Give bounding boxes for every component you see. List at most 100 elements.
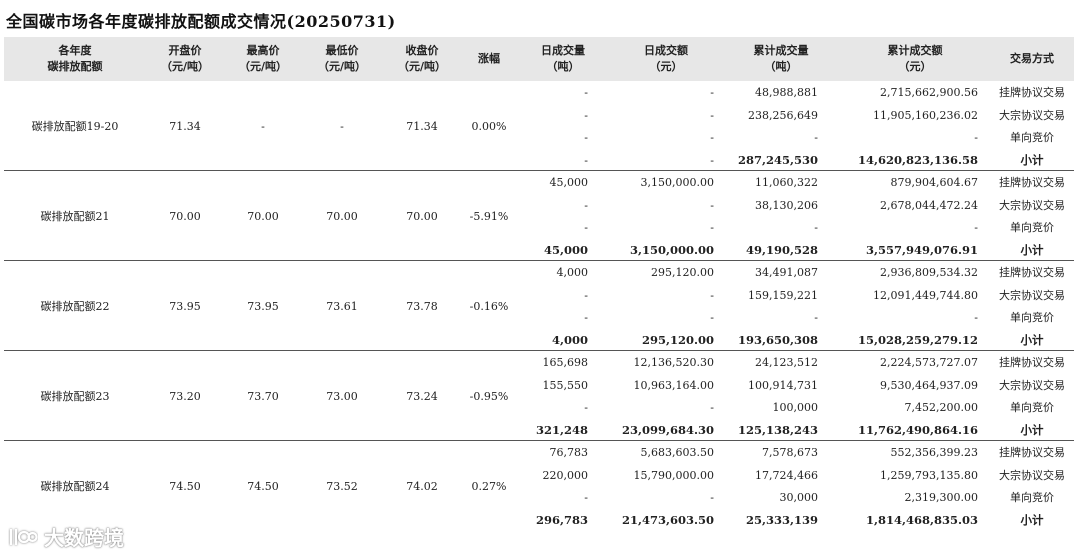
table-header: 各年度 碳排放配额 开盘价 （元/吨） 最高价 （元/吨） 最低价 （元/吨） 收盘价 （元/吨）…: [4, 37, 1074, 81]
table-cell: 45,000: [549, 175, 589, 189]
table-cell: 220,000: [542, 468, 589, 482]
row-divider: [4, 350, 1074, 351]
subtotal-label: 小计: [1020, 243, 1044, 257]
table-cell: -: [814, 310, 818, 324]
subtotal-label: 小计: [1020, 333, 1044, 347]
table-cell: 30,000: [779, 490, 819, 504]
table-cell: 2,715,662,900.56: [880, 85, 978, 99]
table-cell: 1,259,793,135.80: [880, 468, 978, 482]
trade-method: 大宗协议交易: [999, 109, 1065, 122]
price-high: 73.70: [247, 389, 279, 403]
table-cell: 38,130,206: [755, 198, 818, 212]
table-cell: -: [710, 288, 714, 302]
group-name: 碳排放配额22: [40, 300, 110, 313]
row-divider: [4, 440, 1074, 441]
table-cell: 3,150,000.00: [640, 175, 714, 189]
table-cell: 2,936,809,534.32: [880, 265, 978, 279]
header-cell: 最低价 （元/吨）: [302, 37, 382, 81]
subtotal-cell: 11,762,490,864.16: [857, 423, 978, 437]
subtotal-cell: 49,190,528: [745, 243, 818, 257]
trade-method: 挂牌协议交易: [999, 176, 1065, 189]
header-cell: 日成交额 （元）: [610, 37, 722, 81]
table-cell: -: [584, 288, 588, 302]
table-group: 碳排放配额21 70.00 70.00 70.00 70.00 -5.91% 45,000 3…: [4, 171, 1074, 261]
price-close: 73.24: [406, 389, 438, 403]
table-group: 碳排放配额22 73.95 73.95 73.61 73.78 -0.16% 4,000 29…: [4, 261, 1074, 351]
price-high: 70.00: [247, 209, 279, 223]
table-cell: 15,790,000.00: [633, 468, 714, 482]
trade-method: 单向竞价: [1010, 311, 1054, 324]
subtotal-label: 小计: [1020, 423, 1044, 437]
subtotal-cell: 287,245,530: [737, 153, 818, 167]
subtotal-cell: 4,000: [551, 333, 588, 347]
table-cell: -: [710, 400, 714, 414]
price-low: -: [340, 119, 344, 133]
price-close: 71.34: [406, 119, 438, 133]
table-cell: -: [584, 310, 588, 324]
table-cell: -: [814, 130, 818, 144]
header-line: 累计成交量: [753, 44, 809, 57]
price-low: 73.00: [326, 389, 358, 403]
price-close: 70.00: [406, 209, 438, 223]
group-name: 碳排放配额19-20: [31, 120, 119, 133]
subtotal-cell: 193,650,308: [737, 333, 818, 347]
table-cell: 9,530,464,937.09: [880, 378, 978, 392]
trade-method: 大宗协议交易: [999, 379, 1065, 392]
header-cell: 开盘价 （元/吨）: [146, 37, 224, 81]
row-divider: [4, 170, 1074, 171]
price-close: 73.78: [406, 299, 438, 313]
price-open: 74.50: [169, 479, 201, 493]
table-cell: 12,136,520.30: [633, 355, 714, 369]
header-line: 最高价: [246, 44, 280, 57]
table-cell: 10,963,164.00: [633, 378, 714, 392]
row-divider: [4, 260, 1074, 261]
table-cell: 879,904,604.67: [890, 175, 978, 189]
table-cell: -: [584, 400, 588, 414]
table-cell: 238,256,649: [748, 108, 818, 122]
table-cell: -: [584, 108, 588, 122]
subtotal-cell: 125,138,243: [737, 423, 818, 437]
table-cell: -: [584, 198, 588, 212]
price-open: 71.34: [169, 119, 201, 133]
trade-method: 挂牌协议交易: [999, 356, 1065, 369]
table-cell: -: [710, 130, 714, 144]
subtotal-label: 小计: [1020, 153, 1044, 167]
header-line: 日成交额: [644, 44, 688, 57]
header-line: （元）: [898, 60, 932, 73]
price-change: 0.27%: [471, 479, 507, 493]
header-cell: 累计成交量 （吨）: [722, 37, 840, 81]
header-line: （吨）: [546, 60, 580, 73]
trade-method: 挂牌协议交易: [999, 446, 1065, 459]
price-high: -: [261, 119, 265, 133]
trade-method: 挂牌协议交易: [999, 86, 1065, 99]
price-open: 73.95: [169, 299, 201, 313]
price-close: 74.02: [406, 479, 438, 493]
price-open: 70.00: [169, 209, 201, 223]
table-cell: 5,683,603.50: [640, 445, 714, 459]
price-low: 73.52: [326, 479, 358, 493]
trade-method: 单向竞价: [1010, 221, 1054, 234]
price-change: -0.16%: [469, 299, 509, 313]
subtotal-cell: 25,333,139: [745, 513, 818, 527]
header-line: （吨）: [764, 60, 798, 73]
subtotal-cell: 15,028,259,279.12: [857, 333, 978, 347]
trade-method: 挂牌协议交易: [999, 266, 1065, 279]
trade-method: 大宗协议交易: [999, 289, 1065, 302]
header-line: （元）: [649, 60, 683, 73]
table-cell: 48,988,881: [755, 85, 818, 99]
group-name: 碳排放配额23: [40, 390, 110, 403]
table-cell: 24,123,512: [755, 355, 818, 369]
price-low: 73.61: [326, 299, 358, 313]
table-cell: 7,578,673: [762, 445, 818, 459]
table-cell: 295,120.00: [651, 265, 714, 279]
table-cell: -: [584, 490, 588, 504]
subtotal-cell: 45,000: [543, 243, 588, 257]
table-cell: 2,678,044,472.24: [880, 198, 978, 212]
table-cell: 76,783: [549, 445, 589, 459]
table-cell: 17,724,466: [755, 468, 818, 482]
subtotal-label: 小计: [1020, 513, 1044, 527]
subtotal-cell: 14,620,823,136.58: [857, 153, 978, 167]
table-cell: 4,000: [556, 265, 589, 279]
header-line: 收盘价: [405, 44, 439, 57]
subtotal-cell: 3,150,000.00: [629, 243, 714, 257]
